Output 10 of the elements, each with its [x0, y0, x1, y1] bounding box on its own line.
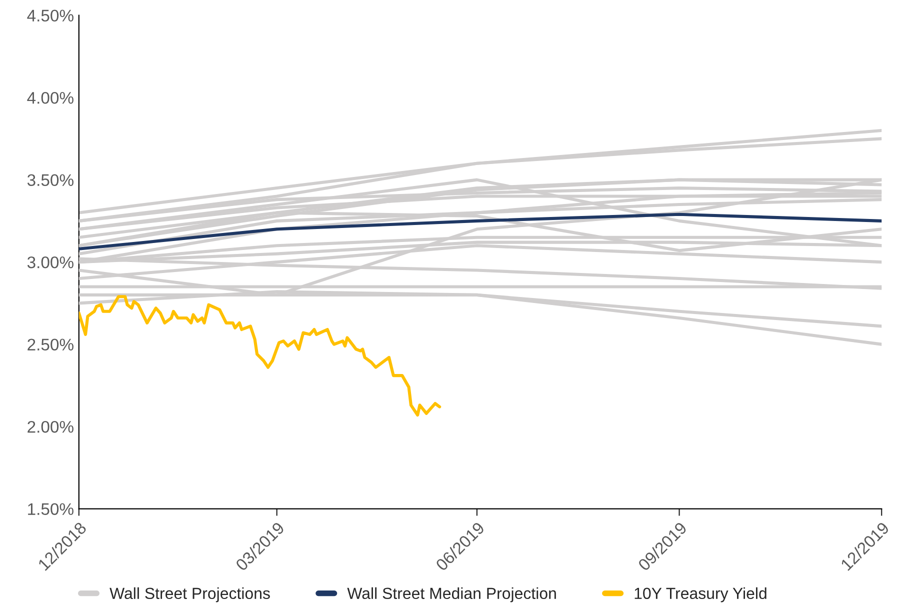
legend-label: Wall Street Median Projection: [347, 587, 556, 602]
y-tick-label: 2.00%: [28, 420, 74, 433]
y-tick-label: 1.50%: [28, 503, 74, 515]
legend-label: Wall Street Projections: [110, 587, 270, 602]
legend-label: 10Y Treasury Yield: [634, 587, 766, 602]
y-tick-label: 3.50%: [27, 174, 74, 186]
y-tick-label: 3.00%: [27, 256, 74, 268]
y-tick-label: 4.00%: [27, 92, 74, 104]
y-tick-label: 4.50%: [27, 10, 74, 22]
y-tick-label: 2.50%: [28, 338, 74, 351]
